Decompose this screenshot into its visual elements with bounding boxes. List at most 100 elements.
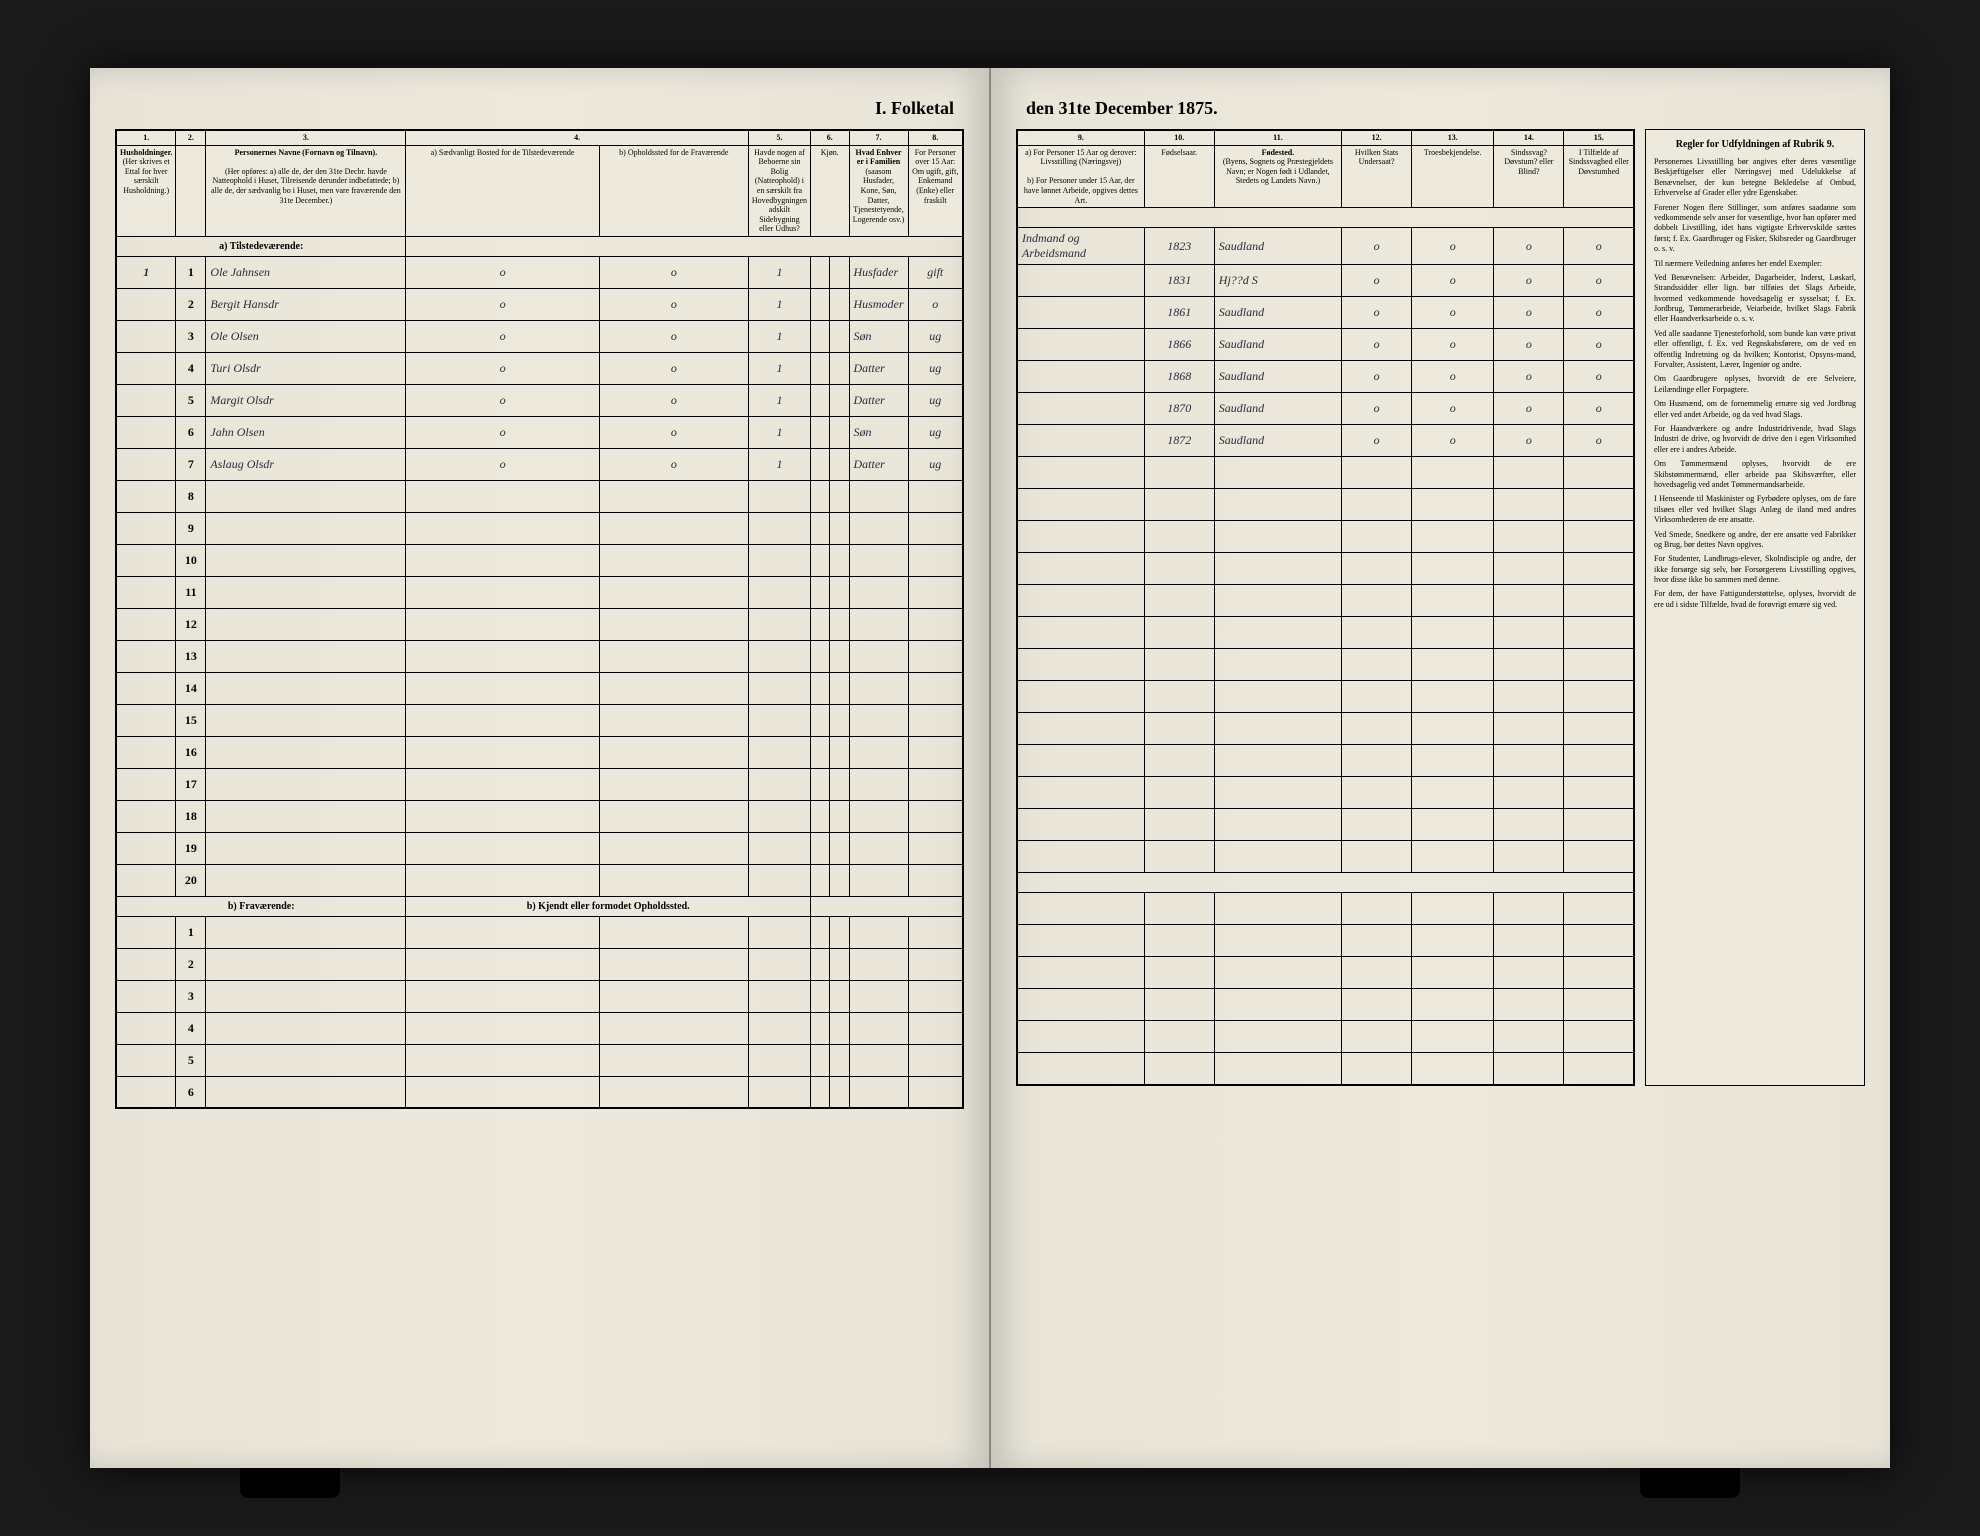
h1-text: (Her skrives et Ettal for hver særskilt … [123,157,170,195]
cell-c14: o [1494,425,1564,457]
empty-row: 3 [116,980,963,1012]
empty-row: 11 [116,576,963,608]
household-num [116,320,176,352]
cell-c6a [811,384,830,416]
h3-sub: (Her opføres: a) alle de, der den 31te D… [211,167,401,205]
occupation [1017,329,1144,361]
row-number [116,576,176,608]
marital-status: ug [908,352,963,384]
cell-c6a [811,320,830,352]
cell-c4b: o [599,320,748,352]
family-role: Søn [849,320,908,352]
marital-status: ug [908,416,963,448]
cell-c14: o [1494,393,1564,425]
header-11: Fødested. (Byens, Sognets og Præstegjeld… [1214,145,1341,208]
cell-c4: o [406,352,599,384]
section-b-label: b) Fraværende: b) Kjendt eller formodet … [116,896,963,916]
instruction-paragraph: For Haandværkere og andre Industridriven… [1654,424,1856,455]
cell-c12: o [1342,361,1412,393]
birth-year: 1868 [1144,361,1214,393]
header-4a: a) Sædvanligt Bosted for de Tilstedevære… [406,145,599,236]
table-row: 1831 Hj??d S o o o o [1017,265,1634,297]
cell-c14: o [1494,265,1564,297]
col-3: 3. [206,130,406,145]
instructions-title: Regler for Udfyldningen af Rubrik 9. [1654,138,1856,151]
empty-row [1017,649,1634,681]
occupation [1017,425,1144,457]
cell-c5: 1 [748,288,810,320]
col-4: 4. [406,130,749,145]
row-number [116,640,176,672]
cell-c4b: o [599,384,748,416]
instruction-paragraph: For dem, der have Fattigunderstøttelse, … [1654,589,1856,610]
empty-row [1017,553,1634,585]
cell-c4b: o [599,288,748,320]
cell-c15: o [1564,265,1634,297]
header-2 [176,145,206,236]
person-name: Bergit Hansdr [206,288,406,320]
cell-c14: o [1494,329,1564,361]
person-name: Jahn Olsen [206,416,406,448]
cell-c4b: o [599,416,748,448]
header-15: I Tilfælde af Sindssvaghed eller Døvstum… [1564,145,1634,208]
family-role: Husmoder [849,288,908,320]
empty-row [1017,957,1634,989]
occupation [1017,265,1144,297]
col-14: 14. [1494,130,1564,145]
header-14: Sindssvag? Døvstum? eller Blind? [1494,145,1564,208]
empty-row [1017,457,1634,489]
cell-c5: 1 [748,320,810,352]
occupation [1017,393,1144,425]
h3-title: Personernes Navne (Fornavn og Tilnavn). [235,148,378,157]
table-row: 1870 Saudland o o o o [1017,393,1634,425]
row-number [116,1076,176,1108]
header-5: Havde nogen af Beboerne sin Bolig (Natte… [748,145,810,236]
section-a-text: a) Tilstedeværende: [116,236,406,256]
h9a: a) For Personer 15 Aar og derover: Livss… [1025,148,1137,167]
empty-row: 9 [116,512,963,544]
col-10: 10. [1144,130,1214,145]
row-number: 15 [176,704,206,736]
cell-c6b [830,416,849,448]
row-number: 16 [176,736,206,768]
cell-c13: o [1412,361,1494,393]
empty-row: 15 [116,704,963,736]
row-number: 11 [176,576,206,608]
cell-c13: o [1412,425,1494,457]
birth-place: Saudland [1214,425,1341,457]
row-number [116,916,176,948]
col-12: 12. [1342,130,1412,145]
census-table-right: 9. 10. 11. 12. 13. 14. 15. a) For Person… [1016,129,1635,1086]
cell-c4b: o [599,448,748,480]
row-number [116,1044,176,1076]
census-table-left: 1. 2. 3. 4. 5. 6. 7. 8. Husholdninger. (… [115,129,964,1109]
header-6: Kjøn. [811,145,850,236]
birth-year: 1831 [1144,265,1214,297]
birth-place: Saudland [1214,329,1341,361]
header-1: Husholdninger. (Her skrives et Ettal for… [116,145,176,236]
table-row: 7 Aslaug Olsdr o o 1 Datter ug [116,448,963,480]
family-role: Husfader [849,256,908,288]
cell-c6a [811,256,830,288]
row-number: 4 [176,1012,206,1044]
empty-row: 20 [116,864,963,896]
empty-row [1017,1021,1634,1053]
instruction-paragraph: Personernes Livsstilling bør angives eft… [1654,157,1856,199]
col-15: 15. [1564,130,1634,145]
empty-row: 2 [116,948,963,980]
person-name: Ole Jahnsen [206,256,406,288]
cell-c4b: o [599,256,748,288]
household-num [116,416,176,448]
cell-c6a [811,288,830,320]
header-12: Hvilken Stats Undersaat? [1342,145,1412,208]
cell-c5: 1 [748,352,810,384]
header-13: Troesbekjendelse. [1412,145,1494,208]
person-num: 2 [176,288,206,320]
row-number [116,864,176,896]
birth-year: 1861 [1144,297,1214,329]
header-7: Hvad Enhver er i Familien (saasom Husfad… [849,145,908,236]
cell-c13: o [1412,228,1494,265]
header-3: Personernes Navne (Fornavn og Tilnavn). … [206,145,406,236]
cell-c13: o [1412,393,1494,425]
empty-row [1017,745,1634,777]
